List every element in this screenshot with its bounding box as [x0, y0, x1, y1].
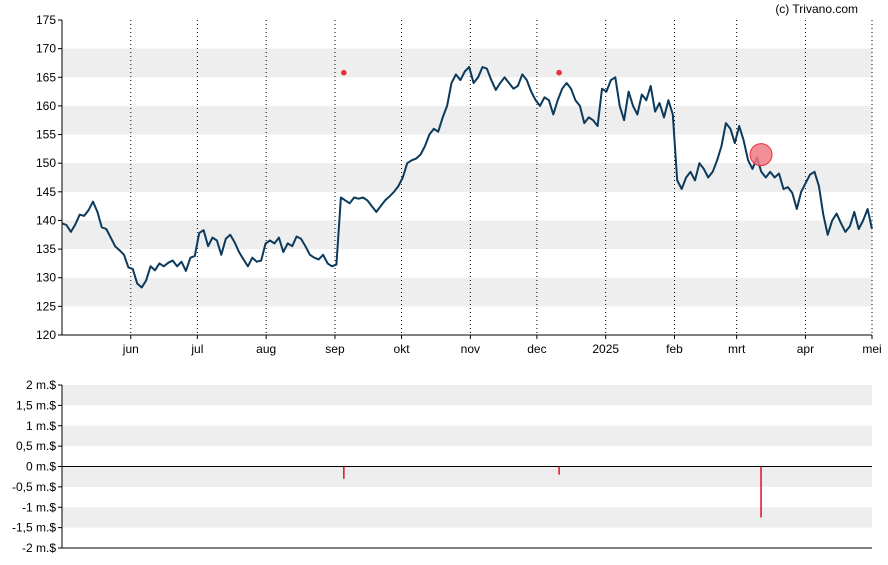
- price-x-tick-label: feb: [666, 342, 683, 356]
- price-y-tick-label: 135: [36, 242, 56, 256]
- price-grid-band: [62, 48, 872, 78]
- volume-y-tick-label: 0 m.$: [26, 460, 56, 474]
- price-x-tick-label: mrt: [728, 342, 746, 356]
- volume-grid-band: [62, 507, 872, 528]
- credit-label: (c) Trivano.com: [775, 2, 858, 16]
- price-x-tick-label: dec: [527, 342, 546, 356]
- price-grid-band: [62, 163, 872, 192]
- price-x-tick-label: sep: [325, 342, 345, 356]
- price-y-tick-label: 120: [36, 328, 56, 342]
- price-event-marker: [556, 69, 562, 76]
- price-y-tick-label: 130: [36, 271, 56, 285]
- price-event-marker: [749, 143, 773, 167]
- price-x-tick-label: 2025: [592, 342, 619, 356]
- price-x-tick-label: jun: [122, 342, 139, 356]
- volume-y-tick-label: 0,5 m.$: [16, 439, 56, 453]
- price-x-tick-label: okt: [394, 342, 411, 356]
- price-y-tick-label: 165: [36, 70, 56, 84]
- price-y-tick-label: 150: [36, 156, 56, 170]
- insider-volume-panel: 2 m.$ 1,5 m.$ 1 m.$ 0,5 m.$ 0 m.$ -0,5 m.$ -1 …: [12, 378, 872, 555]
- volume-y-tick-label: 1 m.$: [26, 419, 56, 433]
- price-x-tick-label: nov: [461, 342, 480, 356]
- volume-grid-band: [62, 425, 872, 447]
- price-y-tick-label: 140: [36, 213, 56, 227]
- price-x-tick-labels: jun jul aug sep okt nov dec 2025 feb mrt apr mei: [122, 335, 882, 356]
- price-x-tick-label: aug: [256, 342, 276, 356]
- volume-y-tick-label: 1,5 m.$: [16, 398, 56, 412]
- volume-bars: [343, 466, 762, 518]
- price-panel: 175 170 165 160 155 150 145 140 135 130 125 120 jun…: [36, 13, 882, 356]
- price-series: [61, 66, 873, 289]
- price-y-tick-label: 160: [36, 99, 56, 113]
- price-line: [61, 66, 873, 289]
- price-y-tick-label: 155: [36, 128, 56, 142]
- volume-y-tick-label: -2 m.$: [22, 541, 56, 555]
- volume-y-tick-labels: 2 m.$ 1,5 m.$ 1 m.$ 0,5 m.$ 0 m.$ -0,5 m.$ -1 …: [12, 378, 62, 555]
- price-y-tick-label: 145: [36, 185, 56, 199]
- volume-y-tick-label: -1,5 m.$: [12, 521, 56, 535]
- price-y-tick-labels: 175 170 165 160 155 150 145 140 135 130 125 120: [36, 13, 62, 342]
- price-x-tick-label: mei: [862, 342, 881, 356]
- volume-grid-band: [62, 385, 872, 406]
- price-event-marker: [341, 69, 347, 76]
- price-x-tick-label: apr: [797, 342, 814, 356]
- price-event-markers: [341, 69, 773, 167]
- volume-y-tick-label: 2 m.$: [26, 378, 56, 392]
- price-x-tick-label: jul: [190, 342, 203, 356]
- volume-grid-band: [62, 466, 872, 487]
- price-y-tick-label: 125: [36, 299, 56, 313]
- volume-y-tick-label: -1 m.$: [22, 500, 56, 514]
- price-grid-band: [62, 277, 872, 307]
- price-y-tick-label: 170: [36, 42, 56, 56]
- volume-y-tick-label: -0,5 m.$: [12, 480, 56, 494]
- price-grid-band: [62, 105, 872, 135]
- volume-grid-bands: [62, 385, 872, 528]
- price-grid-band: [62, 220, 872, 250]
- price-y-tick-label: 175: [36, 13, 56, 27]
